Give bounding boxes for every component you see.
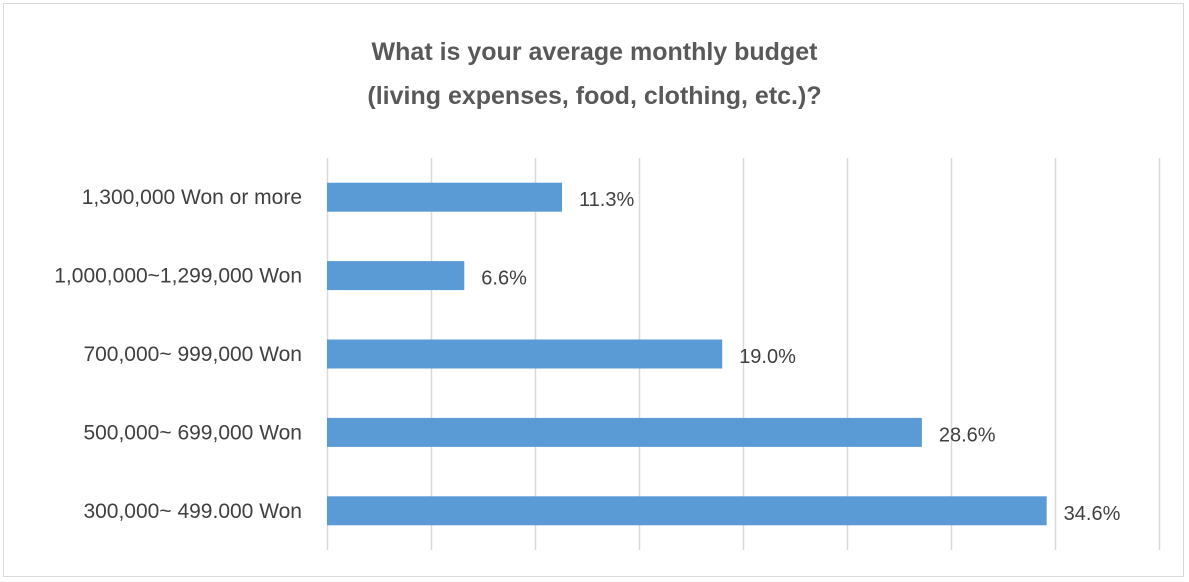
chart-title: What is your average monthly budget (liv…	[0, 30, 1189, 118]
bar-4	[327, 417, 922, 447]
chart-title-line-1: What is your average monthly budget	[371, 38, 818, 66]
bar-1	[327, 182, 563, 212]
value-label-2: 6.6%	[481, 268, 527, 290]
value-labels: 11.3% 6.6% 19.0% 28.6% 34.6%	[481, 189, 1120, 525]
category-label-1: 1,300,000 Won or more	[82, 186, 302, 209]
category-label-2: 1,000,000~1,299,000 Won	[54, 265, 302, 288]
category-label-5: 300,000~ 499.000 Won	[83, 500, 302, 523]
value-label-5: 34.6%	[1064, 503, 1121, 525]
chart-title-line-2: (living expenses, food, clothing, etc.)?	[367, 82, 822, 110]
bars	[327, 182, 1047, 526]
bar-5	[327, 496, 1047, 526]
category-label-4: 500,000~ 699,000 Won	[83, 421, 302, 444]
value-label-1: 11.3%	[579, 189, 634, 211]
value-label-4: 28.6%	[939, 424, 996, 446]
category-label-3: 700,000~ 999,000 Won	[83, 343, 302, 366]
chart-frame	[3, 3, 1184, 577]
value-label-3: 19.0%	[739, 346, 796, 368]
bar-2	[327, 261, 465, 291]
bar-3	[327, 339, 723, 369]
category-labels: 1,300,000 Won or more 1,000,000~1,299,000…	[54, 186, 302, 523]
